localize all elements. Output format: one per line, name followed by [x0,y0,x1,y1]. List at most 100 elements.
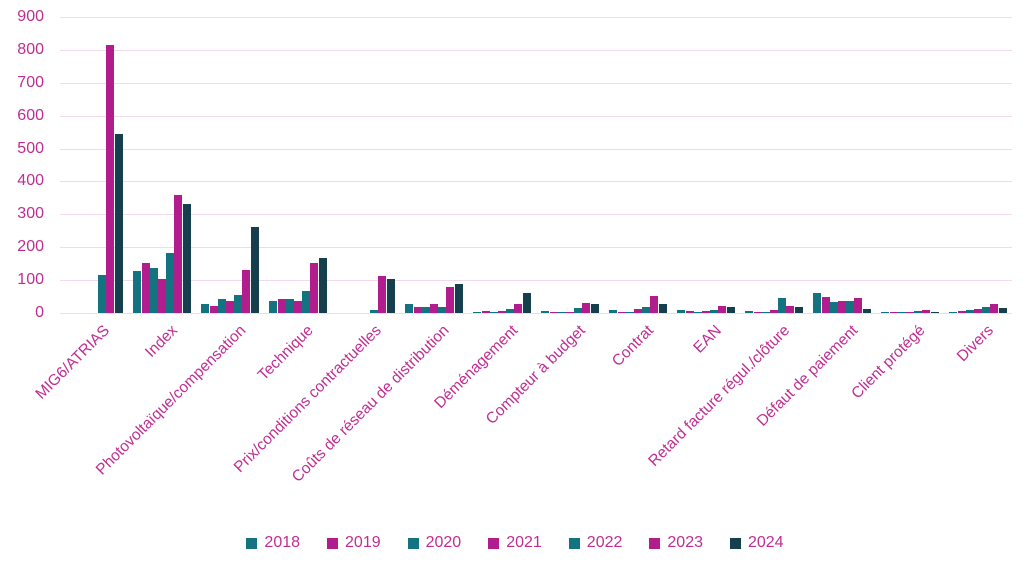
legend-item-2024: 2024 [729,534,784,552]
legend-swatch-icon [729,537,741,549]
bar-2023 [174,195,183,313]
legend-item-2021: 2021 [488,534,542,552]
bar-2022 [574,308,583,313]
bar-2023 [650,296,659,313]
gridline-100 [60,280,1012,282]
bar-2023 [582,303,591,313]
gridline-0 [60,313,1012,314]
bar-2018 [609,310,618,313]
bar-2023 [786,306,795,313]
bar-2023 [106,45,115,313]
bar-2023 [922,310,931,313]
bar-2019 [549,312,558,313]
y-tick-label: 500 [17,139,44,157]
bar-2023 [310,263,319,313]
bar-2021 [565,312,574,313]
bar-2024 [726,307,735,313]
bar-2024 [182,204,191,313]
bar-2021 [701,311,710,313]
bar-2018 [949,312,958,313]
legend-item-2023: 2023 [649,534,703,552]
bar-2018 [133,271,142,313]
bar-2022 [98,275,107,313]
bar-2019 [481,311,490,313]
legend-label: 2018 [264,534,301,551]
bar-2024 [522,293,531,313]
gridline-400 [60,181,1012,183]
bar-2021 [293,301,302,313]
bar-2019 [141,263,150,313]
bar-2023 [378,276,387,313]
bar-2023 [242,270,251,313]
bar-2024 [590,304,599,313]
bar-2022 [846,301,855,313]
legend-swatch-icon [246,537,258,549]
bar-2018 [881,312,890,313]
bar-2019 [413,307,422,313]
bar-2024 [930,312,939,313]
bar-2021 [837,301,846,313]
x-category-label: Photovoltaïque/compensation [92,322,250,479]
bar-2022 [914,311,923,313]
bar-2023 [514,304,523,313]
bar-2020 [965,310,974,313]
bar-2020 [285,299,294,313]
bar-2018 [473,312,482,313]
bar-2020 [693,312,702,313]
bar-2024 [658,304,667,313]
bar-2021 [225,301,234,313]
bar-2019 [753,312,762,313]
bar-2019 [277,299,286,313]
legend-item-2022: 2022 [568,534,622,552]
legend-swatch-icon [488,537,500,549]
bar-2020 [625,312,634,313]
bar-2020 [149,268,158,313]
gridline-900 [60,17,1012,18]
bar-2018 [405,304,414,313]
bar-2022 [642,307,651,313]
bar-2019 [617,312,626,313]
x-category-label: Contrat [609,322,658,370]
bar-2021 [973,309,982,313]
bar-2021 [497,311,506,313]
legend: 2018 2019 2020 2021 2022 2023 2024 [0,534,1030,552]
bar-2018 [269,301,278,313]
bar-2019 [889,312,898,313]
bar-2018 [201,304,210,313]
y-tick-label: 100 [17,271,44,289]
bar-2019 [685,311,694,313]
bar-2022 [166,253,175,313]
y-tick-label: 300 [17,205,44,223]
legend-label: 2024 [747,534,784,551]
bar-2020 [217,299,226,313]
bar-2022 [710,310,719,313]
gridline-700 [60,82,1012,84]
bar-2019 [209,306,218,313]
y-tick-label: 700 [17,73,44,91]
bar-2020 [761,312,770,313]
y-tick-label: 600 [17,106,44,124]
bar-2024 [114,134,123,313]
legend-item-2018: 2018 [246,534,300,552]
bar-2022 [506,309,515,313]
bar-2021 [769,310,778,313]
bar-2020 [557,312,566,313]
bar-2024 [998,308,1007,313]
bar-2023 [718,306,727,313]
bar-2023 [854,298,863,313]
bar-2019 [821,297,830,313]
x-category-label: MIG6/ATRIAS [32,322,114,403]
bar-2022 [370,310,379,313]
bar-2021 [157,279,166,313]
bar-2020 [489,312,498,313]
legend-label: 2021 [506,534,542,551]
legend-swatch-icon [407,537,419,549]
bar-2021 [905,312,914,313]
y-tick-label: 400 [17,172,44,190]
y-tick-label: 0 [35,304,44,321]
bar-2021 [429,304,438,313]
legend-item-2020: 2020 [407,534,461,552]
x-category-label: EAN [690,322,726,357]
legend-swatch-icon [568,537,580,549]
